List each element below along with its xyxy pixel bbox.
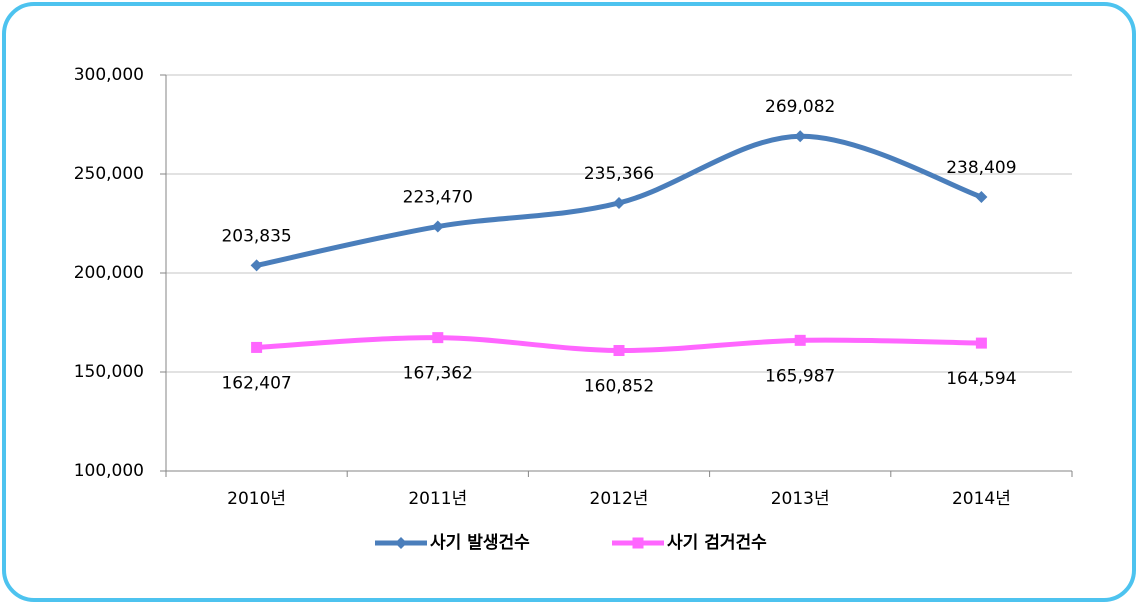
data-label: 160,852 bbox=[584, 377, 654, 397]
y-tick-label: 200,000 bbox=[74, 263, 144, 283]
legend-marker bbox=[395, 537, 407, 549]
data-point bbox=[613, 345, 625, 357]
data-label: 162,407 bbox=[221, 373, 291, 393]
data-point bbox=[794, 334, 806, 346]
y-tick-label: 100,000 bbox=[74, 461, 144, 481]
data-point bbox=[794, 130, 807, 143]
y-tick-label: 250,000 bbox=[74, 164, 144, 184]
data-label: 269,082 bbox=[765, 97, 835, 117]
data-point bbox=[613, 196, 625, 209]
data-point bbox=[975, 337, 987, 349]
data-label: 235,366 bbox=[584, 164, 654, 184]
x-tick-label: 2013년 bbox=[771, 489, 830, 509]
x-tick-label: 2011년 bbox=[408, 489, 467, 509]
legend-label: 사기 검거건수 bbox=[667, 533, 767, 553]
data-label: 238,409 bbox=[946, 158, 1016, 178]
y-tick-label: 300,000 bbox=[74, 65, 144, 85]
x-tick-label: 2014년 bbox=[952, 489, 1011, 509]
data-label: 164,594 bbox=[946, 369, 1016, 389]
data-point bbox=[432, 332, 444, 344]
x-tick-label: 2012년 bbox=[590, 489, 649, 509]
data-point bbox=[250, 259, 263, 272]
data-point bbox=[251, 341, 263, 353]
data-point bbox=[431, 220, 444, 233]
legend-label: 사기 발생건수 bbox=[430, 533, 530, 553]
y-tick-label: 150,000 bbox=[74, 362, 144, 382]
data-label: 165,987 bbox=[765, 366, 835, 386]
data-label: 223,470 bbox=[403, 188, 473, 208]
data-label: 167,362 bbox=[403, 364, 473, 384]
x-tick-label: 2010년 bbox=[227, 489, 286, 509]
data-point bbox=[975, 190, 988, 203]
data-label: 203,835 bbox=[221, 226, 291, 246]
legend-marker bbox=[632, 537, 644, 549]
